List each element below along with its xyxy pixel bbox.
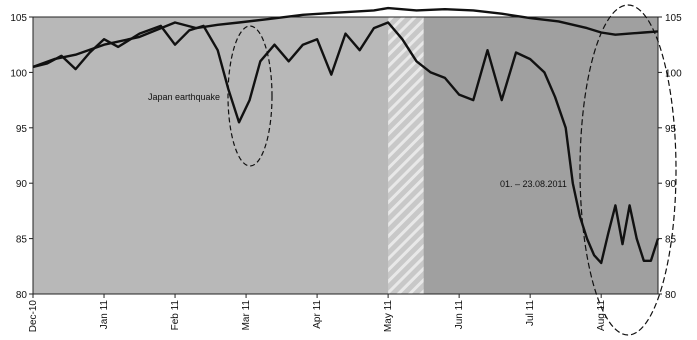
y-right-tick-label: 80	[665, 290, 677, 301]
hatched-band	[388, 17, 424, 294]
august-period-label: 01. – 23.08.2011	[500, 179, 567, 189]
japan-earthquake-label: Japan earthquake	[148, 92, 220, 102]
x-tick-label: Apr 11	[312, 300, 323, 329]
series-line-1	[32, 6, 659, 69]
y-left-tick-label: 105	[10, 13, 27, 24]
plot-frame	[32, 16, 659, 295]
y-right-tick-label: 95	[665, 124, 677, 135]
y-left-tick-label: 80	[16, 290, 28, 301]
y-axis-right: 80 85 90 95 100 105	[658, 13, 682, 301]
japan-earthquake-ellipse	[227, 25, 273, 167]
y-left-tick-label: 90	[16, 179, 28, 190]
x-tick-label: Jan 11	[99, 300, 110, 330]
y-right-tick-label: 90	[665, 179, 677, 190]
x-tick-label: Feb 11	[170, 300, 181, 331]
x-tick-label: Jun 11	[454, 300, 465, 330]
series-line-2	[32, 21, 660, 265]
x-tick-label: Jul 11	[525, 300, 536, 326]
y-right-tick-label: 85	[665, 235, 677, 246]
y-right-tick-label: 105	[665, 13, 682, 24]
x-tick-label: Dec-10	[28, 300, 39, 333]
x-tick-label: Aug 11	[596, 300, 607, 331]
x-axis: Dec-10 Jan 11 Feb 11 Mar 11 Apr 11 May 11 Jun …	[28, 294, 607, 332]
y-left-tick-label: 100	[10, 68, 27, 79]
shaded-period-background	[423, 17, 658, 294]
x-tick-label: May 11	[383, 300, 394, 332]
annotation-layer: Japan earthquake 01. – 23.08.2011	[148, 4, 677, 336]
y-axis-left: 80 85 90 95 100 105	[10, 13, 33, 301]
august-period-ellipse	[579, 4, 677, 336]
plot-area	[32, 16, 659, 295]
y-left-tick-label: 95	[16, 124, 28, 135]
y-right-tick-label: 100	[665, 68, 682, 79]
series-layer	[32, 6, 660, 265]
y-left-tick-label: 85	[16, 235, 28, 246]
x-tick-label: Mar 11	[241, 300, 252, 331]
